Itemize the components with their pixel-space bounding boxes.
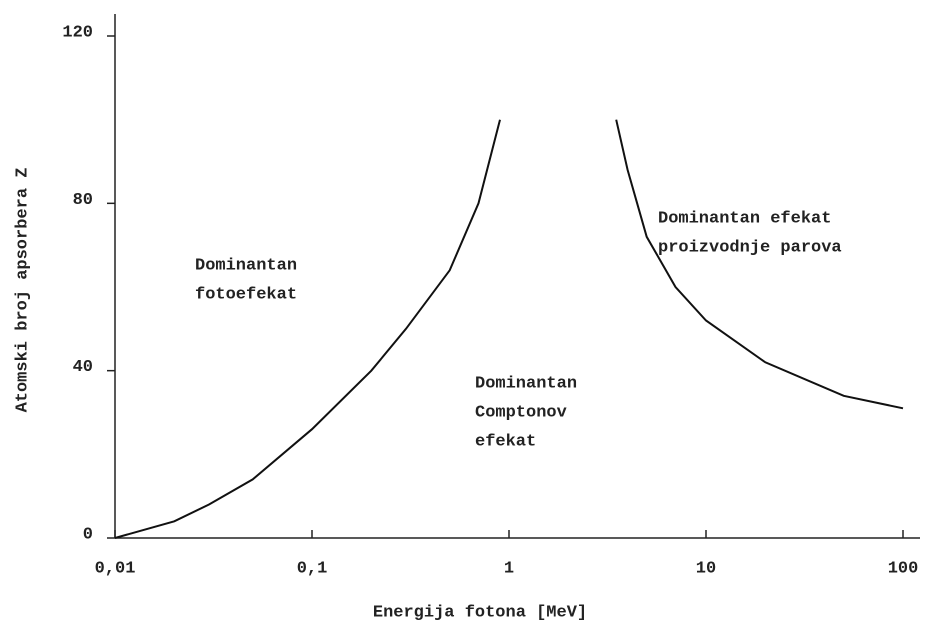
annotation: Dominantan efekat bbox=[658, 209, 831, 228]
x-tick-label: 0,01 bbox=[95, 559, 136, 578]
annotation: efekat bbox=[475, 432, 536, 451]
annotation: Dominantan bbox=[475, 374, 577, 393]
y-tick-label: 40 bbox=[73, 358, 93, 377]
annotation: proizvodnje parova bbox=[658, 238, 842, 257]
y-tick-label: 80 bbox=[73, 191, 93, 210]
annotation: Comptonov bbox=[475, 403, 567, 422]
y-axis-label: Atomski broj apsorbera Z bbox=[13, 168, 32, 413]
annotation: Dominantan bbox=[195, 256, 297, 275]
x-tick-label: 100 bbox=[888, 559, 919, 578]
x-tick-label: 0,1 bbox=[297, 559, 328, 578]
curve bbox=[615, 119, 904, 410]
x-tick-label: 10 bbox=[696, 559, 716, 578]
annotation: fotoefekat bbox=[195, 285, 297, 304]
curve bbox=[114, 119, 501, 539]
x-tick-label: 1 bbox=[504, 559, 514, 578]
y-tick-label: 120 bbox=[62, 23, 93, 42]
x-axis-label: Energija fotona [MeV] bbox=[373, 603, 587, 622]
y-tick-label: 0 bbox=[83, 525, 93, 544]
